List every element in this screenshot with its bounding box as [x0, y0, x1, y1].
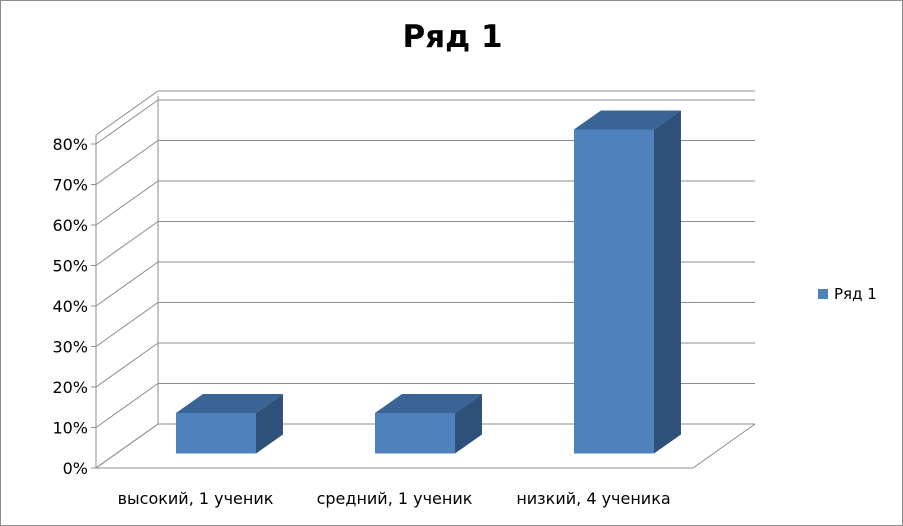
gridline-side: [95, 342, 159, 388]
y-tick-label: 0%: [63, 459, 88, 478]
y-tick-label: 40%: [52, 297, 88, 316]
gridline-side: [95, 99, 159, 145]
chart-title: Ряд 1: [402, 19, 503, 55]
legend-label: Ряд 1: [834, 285, 877, 303]
x-tick-label: низкий, 4 ученика: [516, 489, 670, 508]
gridline-side: [95, 383, 159, 428]
bar-front: [573, 129, 654, 454]
x-tick-label: средний, 1 ученик: [317, 489, 473, 508]
y-tick-label: 30%: [52, 338, 88, 357]
bar-top: [175, 393, 283, 413]
bar-layer: [175, 110, 681, 454]
y-tick-label: 80%: [52, 135, 88, 154]
bar-side: [454, 393, 482, 454]
gridline-side: [95, 261, 159, 307]
bar-top: [374, 393, 482, 413]
y-tick-label: 70%: [52, 176, 88, 195]
axis-layer: [91, 135, 97, 469]
bar-3: [573, 110, 681, 454]
bar-1: [175, 393, 283, 454]
gridline-side: [95, 180, 159, 226]
floor-edges: [95, 423, 756, 469]
y-tick-label: 10%: [52, 419, 88, 438]
label-layer: 0% 10% 20% 30% 40% 50% 60% 70% 80% высокий, 1 уче…: [52, 135, 670, 508]
gridline-side: [95, 221, 159, 266]
bar-side: [653, 110, 681, 454]
bar-2: [374, 393, 482, 454]
y-tick-label: 60%: [52, 216, 88, 235]
bar-side: [255, 393, 283, 454]
x-tick-label: высокий, 1 ученик: [118, 489, 274, 508]
gridline-side: [95, 140, 159, 185]
bar-front: [374, 412, 455, 454]
gridline-side: [95, 90, 159, 136]
gridline-side: [95, 302, 159, 347]
legend-swatch: [818, 289, 828, 299]
bar-front: [175, 412, 256, 454]
y-tick-label: 50%: [52, 257, 88, 276]
legend: Ряд 1: [818, 285, 877, 303]
bar-top: [573, 110, 681, 130]
y-tick-label: 20%: [52, 378, 88, 397]
